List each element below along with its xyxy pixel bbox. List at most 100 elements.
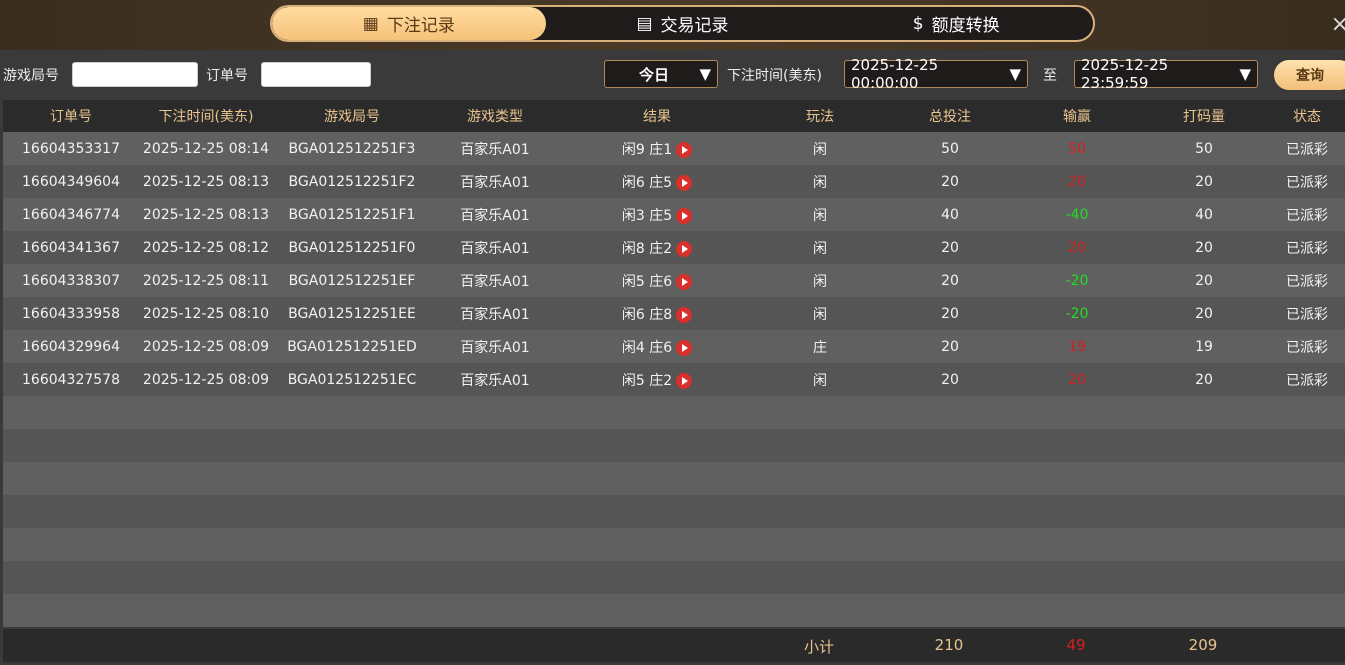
cell-1: 2025-12-25 08:13 (139, 165, 273, 198)
chevron-down-icon: ▼ (1009, 65, 1021, 83)
cell-text: 2025-12-25 08:11 (142, 272, 270, 289)
cell-text: -20 (1065, 305, 1089, 322)
tab-credit-transfer[interactable]: $ 额度转换 (912, 13, 1000, 37)
cell-text: 庄 (813, 339, 827, 356)
play-replay-icon[interactable] (676, 207, 693, 224)
cell-text: 百家乐A01 (460, 174, 530, 191)
empty-row (3, 594, 1345, 627)
column-header: 结果 (559, 100, 755, 132)
cell-text: 2025-12-25 08:09 (142, 338, 270, 355)
cell-text: 已派彩 (1286, 306, 1328, 323)
play-replay-icon[interactable] (676, 273, 693, 290)
tab-transaction-records[interactable]: ▤ 交易记录 (636, 13, 729, 37)
cell-text: 2025-12-25 08:14 (142, 140, 270, 157)
table-row: 16604338307 2025-12-25 08:11 BGA012512251E… (3, 264, 1345, 297)
cell-3: 百家乐A01 (431, 330, 559, 363)
cell-6: 20 (885, 330, 1015, 363)
cell-text: BGA012512251F0 (288, 239, 416, 256)
close-icon[interactable]: × (1330, 12, 1345, 37)
cell-6: 40 (885, 198, 1015, 231)
cell-text: 20 (941, 239, 959, 256)
cell-text: 20 (1195, 239, 1213, 256)
cell-text: 已派彩 (1286, 273, 1328, 290)
play-replay-icon[interactable] (676, 306, 693, 323)
cell-text: 闲8 庄2 (621, 240, 673, 257)
cell-text: BGA012512251EF (288, 272, 416, 289)
cell-2: BGA012512251EE (273, 297, 431, 330)
game-no-input[interactable] (72, 62, 198, 87)
cell-8: 50 (1139, 132, 1269, 165)
cell-text: 20 (1068, 371, 1086, 388)
cell-0: 16604349604 (3, 165, 139, 198)
cell-text: 16604346774 (22, 206, 120, 223)
cell-5: 闲 (755, 297, 885, 330)
subtotal-label: 小计 (803, 638, 835, 656)
cell-text: 百家乐A01 (460, 207, 530, 224)
start-time-select[interactable]: 2025-12-25 00:00:00 ▼ (844, 56, 1028, 92)
cell-2: BGA012512251EC (273, 363, 431, 396)
cell-text: 已派彩 (1286, 372, 1328, 389)
cell-text: 40 (941, 206, 959, 223)
column-header: 游戏局号 (273, 100, 431, 132)
cell-text: 已派彩 (1286, 174, 1328, 191)
cell-9: 已派彩 (1269, 132, 1345, 165)
cell-5: 闲 (755, 363, 885, 396)
cell-text: 百家乐A01 (460, 273, 530, 290)
table-row: 16604329964 2025-12-25 08:09 BGA012512251E… (3, 330, 1345, 363)
column-header: 玩法 (755, 100, 885, 132)
cell-text: BGA012512251EC (287, 371, 417, 388)
cell-text: 闲5 庄2 (621, 372, 673, 389)
cell-7: 19 (1015, 330, 1139, 363)
play-replay-icon[interactable] (676, 339, 693, 356)
end-time-select[interactable]: 2025-12-25 23:59:59 ▼ (1074, 56, 1258, 92)
empty-row (3, 396, 1345, 429)
tab-bet-records[interactable]: ▦ 下注记录 (272, 7, 546, 40)
cell-5: 庄 (755, 330, 885, 363)
cell-6: 20 (885, 297, 1015, 330)
play-replay-icon[interactable] (676, 174, 693, 191)
cell-8: 40 (1139, 198, 1269, 231)
play-replay-icon[interactable] (676, 141, 693, 158)
cell-2: BGA012512251F3 (273, 132, 431, 165)
play-replay-icon[interactable] (676, 372, 693, 389)
cell-3: 百家乐A01 (431, 132, 559, 165)
cell-text: 闲 (813, 372, 827, 389)
bet-records-table: 订单号 下注时间(美东) 游戏局号 游戏类型 结果 玩法 总投注 输赢 打码量 状态 166043… (3, 100, 1345, 627)
column-header: 输赢 (1015, 100, 1139, 132)
cell-8: 20 (1139, 363, 1269, 396)
cell-0: 16604353317 (3, 132, 139, 165)
cell-text: 闲3 庄5 (621, 207, 673, 224)
cell-text: 闲4 庄6 (621, 339, 673, 356)
cell-text: 闲 (813, 306, 827, 323)
cell-9: 已派彩 (1269, 198, 1345, 231)
cell-9: 已派彩 (1269, 231, 1345, 264)
cell-5: 闲 (755, 231, 885, 264)
cell-text: 20 (941, 272, 959, 289)
cell-5: 闲 (755, 165, 885, 198)
cell-4: 闲6 庄5 (559, 165, 755, 198)
cell-9: 已派彩 (1269, 264, 1345, 297)
cell-text: 百家乐A01 (460, 240, 530, 257)
cell-text: 20 (1068, 239, 1086, 256)
cell-1: 2025-12-25 08:10 (139, 297, 273, 330)
cell-text: 2025-12-25 08:10 (142, 305, 270, 322)
cell-text: BGA012512251F3 (288, 140, 416, 157)
cell-text: 20 (941, 173, 959, 190)
play-replay-icon[interactable] (676, 240, 693, 257)
cell-text: 20 (1195, 272, 1213, 289)
cell-5: 闲 (755, 132, 885, 165)
cell-7: -20 (1015, 297, 1139, 330)
query-button[interactable]: 查询 (1274, 60, 1345, 90)
range-select[interactable]: 今日 ▼ (604, 60, 718, 88)
cell-text: 闲6 庄8 (621, 306, 673, 323)
cell-text: 19 (1068, 338, 1086, 355)
top-bar: ▦ 下注记录 ▤ 交易记录 $ 额度转换 × (0, 0, 1345, 50)
cell-text: 20 (1195, 371, 1213, 388)
cell-text: 20 (941, 338, 959, 355)
cell-9: 已派彩 (1269, 297, 1345, 330)
cell-text: -40 (1065, 206, 1089, 223)
cell-0: 16604329964 (3, 330, 139, 363)
order-no-input[interactable] (261, 62, 371, 87)
cell-text: 19 (1195, 338, 1213, 355)
column-header: 游戏类型 (431, 100, 559, 132)
